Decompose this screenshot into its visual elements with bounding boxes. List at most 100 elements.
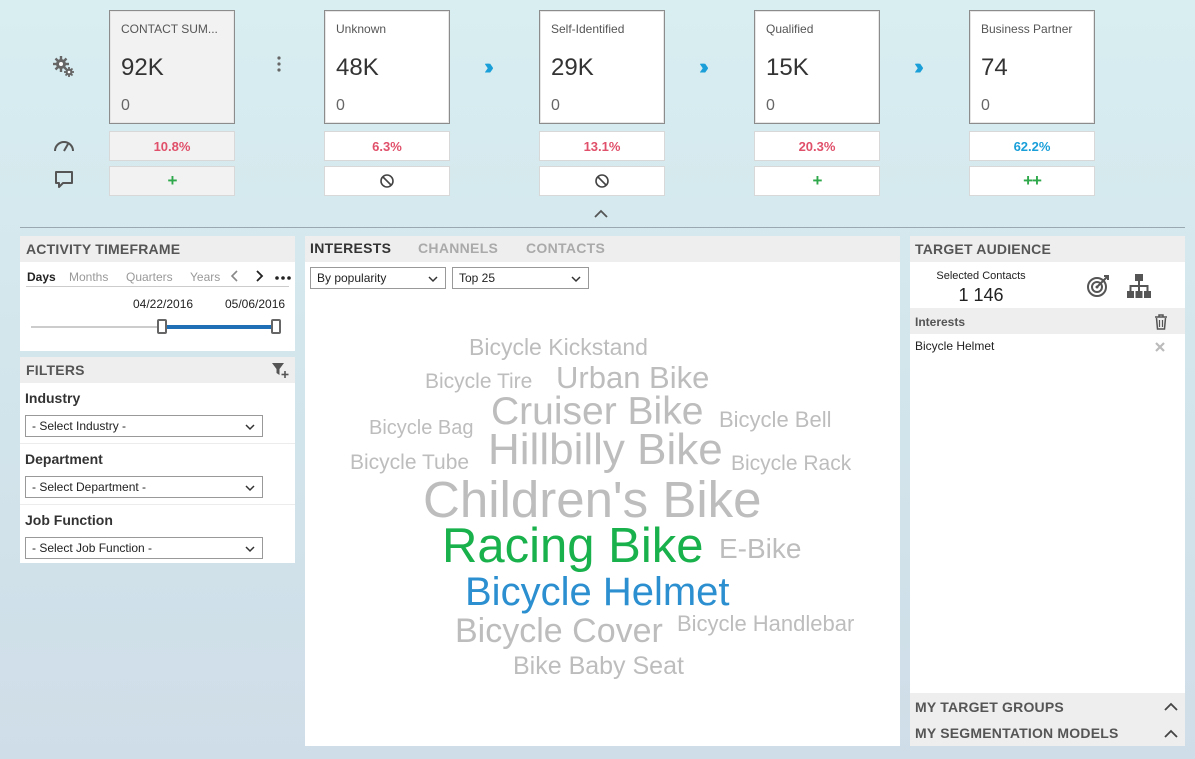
filters-title: FILTERS — [20, 357, 295, 383]
range-start-date: 04/22/2016 — [133, 297, 194, 311]
industry-label: Industry — [25, 390, 81, 406]
timeframe-tab-days[interactable]: Days — [27, 270, 56, 284]
comment-icon — [50, 166, 78, 194]
tab-channels[interactable]: CHANNELS — [418, 240, 499, 256]
stage-name: Self-Identified — [551, 22, 625, 36]
chevron-down-icon — [571, 276, 581, 283]
stage-card-3[interactable]: Qualified 15K 0 — [754, 10, 880, 124]
chevron-down-icon — [245, 546, 255, 553]
interests-label: Interests — [915, 315, 966, 329]
target-icon[interactable] — [1085, 273, 1111, 299]
target-audience-title: TARGET AUDIENCE — [910, 236, 1185, 262]
word-cloud-term[interactable]: Bicycle Cover — [455, 612, 663, 650]
stage-card-2[interactable]: Self-Identified 29K 0 — [539, 10, 665, 124]
department-select[interactable]: - Select Department - — [25, 476, 263, 498]
stage-name: CONTACT SUM... — [121, 22, 218, 36]
block-icon — [380, 174, 394, 188]
chevron-down-icon — [428, 276, 438, 283]
stage-action-button[interactable]: + — [754, 166, 880, 196]
slider-handle-end[interactable] — [271, 319, 281, 334]
chevron-right-icon[interactable] — [250, 267, 268, 285]
stage-conversion-rate: 20.3% — [754, 131, 880, 161]
word-cloud-term[interactable]: Urban Bike — [556, 360, 710, 395]
tabs-underline — [26, 286, 289, 287]
stage-conversion-rate: 62.2% — [969, 131, 1095, 161]
stage-card-1[interactable]: Unknown 48K 0 — [324, 10, 450, 124]
interest-item: Bicycle Helmet — [915, 339, 995, 353]
selected-contacts-count: 1 146 — [958, 285, 1004, 305]
selected-contacts-label: Selected Contacts — [936, 270, 1026, 282]
settings-gears-icon[interactable] — [50, 52, 78, 80]
job-function-select[interactable]: - Select Job Function - — [25, 537, 263, 559]
filters-panel: FILTERS — [20, 357, 295, 563]
timeframe-tab-years[interactable]: Years — [190, 270, 220, 284]
slider-handle-start[interactable] — [157, 319, 167, 334]
stage-action-button[interactable] — [324, 166, 450, 196]
stage-conversion-rate: 13.1% — [539, 131, 665, 161]
interests-tabbar — [305, 236, 900, 262]
stage-action-button[interactable] — [539, 166, 665, 196]
date-range-slider[interactable] — [31, 318, 281, 336]
trash-icon[interactable] — [1152, 313, 1170, 331]
my-target-groups-label: MY TARGET GROUPS — [915, 698, 1064, 715]
stage-action-button[interactable]: ++ — [969, 166, 1095, 196]
activity-timeframe-title: ACTIVITY TIMEFRAME — [20, 236, 295, 262]
stage-card-4[interactable]: Business Partner 74 0 — [969, 10, 1095, 124]
industry-select-value: - Select Industry - — [32, 419, 127, 433]
word-cloud-term[interactable]: Children's Bike — [423, 471, 762, 528]
word-cloud-term[interactable]: E-Bike — [719, 533, 802, 564]
word-cloud-term[interactable]: Hillbilly Bike — [488, 425, 723, 474]
tab-contacts[interactable]: CONTACTS — [526, 240, 606, 256]
word-cloud-term[interactable]: Bicycle Bell — [719, 407, 832, 432]
stage-value: 92K — [121, 54, 164, 81]
collapse-up-icon[interactable] — [592, 207, 610, 225]
remove-interest-icon[interactable] — [1154, 340, 1166, 352]
speedometer-icon — [50, 132, 78, 160]
word-cloud-term[interactable]: Bicycle Tube — [350, 451, 470, 474]
word-cloud-term[interactable]: Bicycle Tire — [425, 370, 533, 393]
tab-interests[interactable]: INTERESTS — [310, 240, 392, 256]
stage-arrow-icon: ››› — [484, 54, 494, 79]
word-cloud-term[interactable]: Bike Baby Seat — [513, 652, 684, 680]
add-icon: + — [167, 171, 178, 190]
chevron-up-icon[interactable] — [1163, 700, 1179, 718]
block-icon — [595, 174, 609, 188]
word-cloud-term[interactable]: Bicycle Helmet — [465, 570, 730, 614]
my-target-groups-header[interactable]: MY TARGET GROUPS — [910, 693, 1185, 720]
stage-conversion-rate: 6.3% — [324, 131, 450, 161]
word-cloud-term[interactable]: Bicycle Handlebar — [677, 611, 855, 636]
stage-arrow-icon: ››› — [699, 54, 709, 79]
word-cloud-term[interactable]: Bicycle Kickstand — [469, 334, 648, 360]
stage-name: Qualified — [766, 22, 814, 36]
word-cloud-term[interactable]: Bicycle Bag — [369, 417, 474, 439]
timeframe-tab-quarters[interactable]: Quarters — [126, 270, 173, 284]
stage-card-0[interactable]: CONTACT SUM... 92K 0 — [109, 10, 235, 124]
my-segmentation-models-label: MY SEGMENTATION MODELS — [915, 725, 1119, 741]
limit-select[interactable]: Top 25 — [452, 267, 589, 289]
chevron-up-icon[interactable] — [1163, 727, 1179, 745]
stage-name: Unknown — [336, 22, 387, 36]
department-select-value: - Select Department - — [32, 480, 147, 494]
word-cloud-term[interactable]: Cruiser Bike — [491, 390, 704, 433]
stage-sub-value: 0 — [336, 97, 345, 114]
sort-select[interactable]: By popularity — [310, 267, 446, 289]
word-cloud-term[interactable]: Bicycle Rack — [731, 452, 852, 475]
hierarchy-icon[interactable] — [1125, 272, 1153, 300]
interests-subheader — [910, 308, 1185, 334]
slider-track — [31, 326, 281, 328]
word-cloud-term[interactable]: Racing Bike — [442, 519, 704, 573]
range-end-date: 05/06/2016 — [225, 297, 286, 311]
my-segmentation-models-header[interactable]: MY SEGMENTATION MODELS — [910, 720, 1185, 746]
stage-conversion-rate: 10.8% — [109, 131, 235, 161]
more-horizontal-icon[interactable] — [274, 269, 292, 285]
industry-select[interactable]: - Select Industry - — [25, 415, 263, 437]
chevron-left-icon[interactable] — [226, 267, 244, 285]
add-filter-icon[interactable] — [270, 361, 290, 379]
job-function-select-value: - Select Job Function - — [32, 541, 153, 555]
interests-panel — [305, 236, 900, 746]
timeframe-tab-months[interactable]: Months — [69, 270, 109, 284]
stage-value: 48K — [336, 54, 379, 81]
more-vertical-icon[interactable] — [271, 54, 287, 78]
stage-value: 74 — [981, 54, 1008, 81]
stage-action-button[interactable]: + — [109, 166, 235, 196]
